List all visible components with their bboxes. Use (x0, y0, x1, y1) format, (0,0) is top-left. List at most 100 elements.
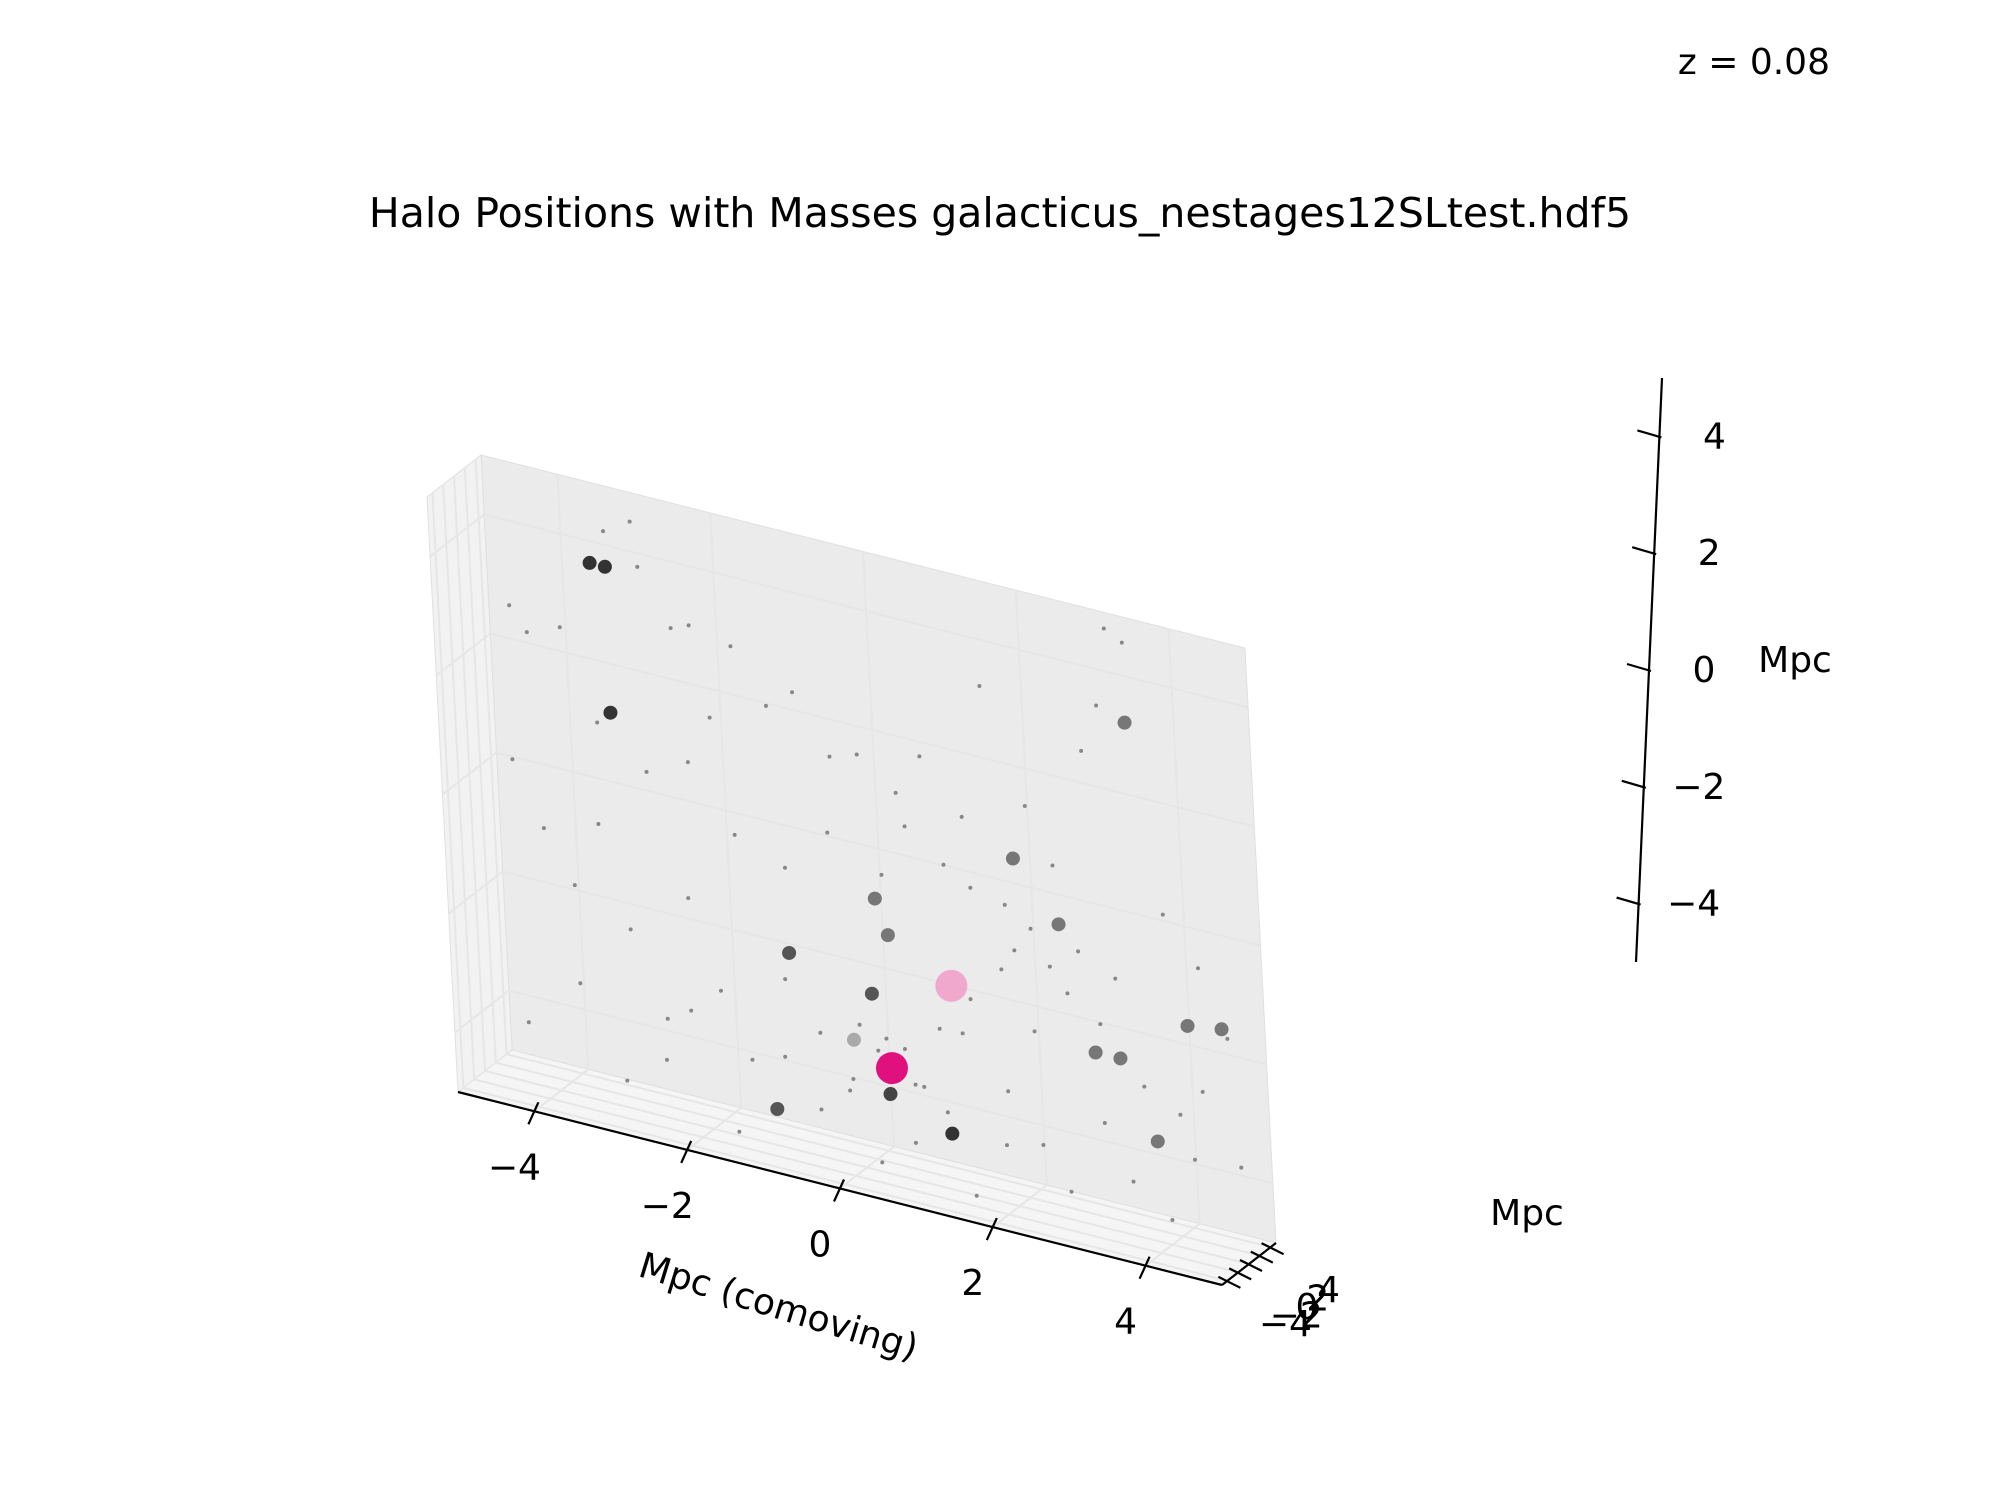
small-halo-point (557, 625, 562, 630)
x-tick-mark (680, 1140, 693, 1164)
small-halo-point (1192, 1157, 1197, 1162)
halo-point (1005, 851, 1020, 866)
x-tick-label: −4 (488, 1147, 541, 1188)
y-tick-mark (1228, 1267, 1252, 1281)
small-halo-point (1076, 949, 1081, 954)
small-halo-point (1012, 948, 1017, 953)
small-halo-point (1200, 1089, 1205, 1094)
small-halo-point (1004, 1143, 1009, 1148)
small-halo-point (818, 1030, 823, 1035)
small-halo-point (750, 1057, 755, 1062)
small-halo-point (827, 754, 832, 759)
small-halo-point (1102, 1121, 1107, 1125)
small-halo-point (728, 644, 733, 649)
z-grid-line (448, 870, 1267, 1066)
small-halo-point (937, 1026, 942, 1031)
small-halo-point (732, 832, 737, 837)
z-tick-mark (1621, 779, 1647, 789)
small-halo-point (851, 1077, 856, 1082)
x-axis-label: Mpc (comoving) (634, 1245, 922, 1369)
small-halo-point (526, 1020, 531, 1025)
small-halo-point (945, 1110, 950, 1115)
halo-point (867, 891, 882, 906)
x-tick-mark (832, 1179, 846, 1202)
small-halo-point (1196, 966, 1200, 971)
z-tick-label: 0 (1693, 650, 1716, 691)
chart-title: Halo Positions with Masses galacticus_ne… (369, 189, 1631, 237)
y-axis-label: Mpc (1490, 1193, 1564, 1234)
x-tick-label: −2 (641, 1186, 694, 1227)
halo-point (1150, 1134, 1165, 1149)
z-grid-line (435, 632, 1255, 828)
small-halo-point (917, 754, 922, 759)
small-halo-point (941, 862, 946, 867)
halo-point (883, 1087, 898, 1102)
small-halo-point (1101, 626, 1106, 631)
small-halo-point (782, 865, 787, 870)
small-halo-point (854, 752, 859, 757)
z-axis-label: Mpc (1758, 640, 1832, 681)
small-halo-point (1225, 1036, 1230, 1041)
small-halo-point (1069, 1189, 1074, 1194)
small-halo-point (1170, 1218, 1175, 1223)
small-halo-point (1050, 863, 1055, 868)
small-halo-point (718, 988, 723, 993)
small-halo-point (902, 1047, 907, 1052)
halo-point (770, 1102, 785, 1116)
small-halo-point (968, 885, 973, 890)
halo-point (880, 928, 895, 943)
small-halo-point (783, 977, 788, 982)
halo-point (1214, 1022, 1229, 1037)
x-grid-line (992, 590, 1048, 1228)
small-halo-point (1047, 964, 1052, 969)
z-tick-label: −2 (1672, 767, 1725, 808)
x-tick-label: 4 (1114, 1302, 1137, 1343)
small-halo-point (1041, 1142, 1046, 1147)
small-halo-point (825, 830, 830, 835)
y-tick-mark (1239, 1259, 1263, 1272)
small-halo-point (627, 519, 632, 524)
small-halo-point (913, 1140, 918, 1145)
small-halo-point (1022, 803, 1027, 808)
small-halo-point (644, 769, 649, 774)
y-tick-label: −2 (1270, 1295, 1323, 1336)
x-grid-line (533, 474, 590, 1113)
small-halo-point (601, 529, 606, 534)
z-tick-mark (1631, 546, 1657, 556)
small-halo-point (635, 564, 640, 569)
y-grid-line (463, 467, 1261, 1257)
y-tick-mark (1250, 1250, 1274, 1264)
small-halo-point (668, 626, 673, 631)
x-tick-mark (1138, 1256, 1151, 1280)
x-grid-line (1144, 628, 1201, 1267)
small-halo-point (884, 1036, 889, 1041)
z-tick-label: −4 (1667, 884, 1720, 925)
y-tick-label: 4 (1317, 1270, 1340, 1311)
small-halo-point (857, 1022, 862, 1027)
small-halo-point (968, 997, 973, 1002)
small-halo-point (1160, 912, 1165, 917)
halo-point (1088, 1045, 1103, 1060)
small-halo-point (572, 883, 577, 888)
small-halo-point (783, 1054, 788, 1059)
small-halo-point (1239, 1165, 1244, 1170)
small-halo-point (510, 757, 515, 762)
halo-point (1051, 917, 1066, 932)
small-halo-point (880, 1160, 885, 1165)
z-tick-label: 2 (1698, 533, 1721, 574)
z-tick-mark (1616, 896, 1641, 906)
halo-point (782, 945, 797, 960)
small-halo-point (848, 1088, 853, 1093)
x-tick-mark (985, 1217, 998, 1241)
small-halo-point (1002, 902, 1007, 907)
x-tick-label: 2 (961, 1263, 984, 1304)
small-halo-point (959, 814, 964, 819)
small-halo-point (596, 821, 601, 826)
small-halo-point (1142, 1084, 1147, 1089)
small-halo-point (999, 967, 1004, 972)
y-grid-line (442, 484, 1239, 1274)
small-halo-point (1028, 926, 1033, 931)
small-halo-point (913, 1082, 918, 1087)
small-halo-point (1119, 640, 1124, 645)
